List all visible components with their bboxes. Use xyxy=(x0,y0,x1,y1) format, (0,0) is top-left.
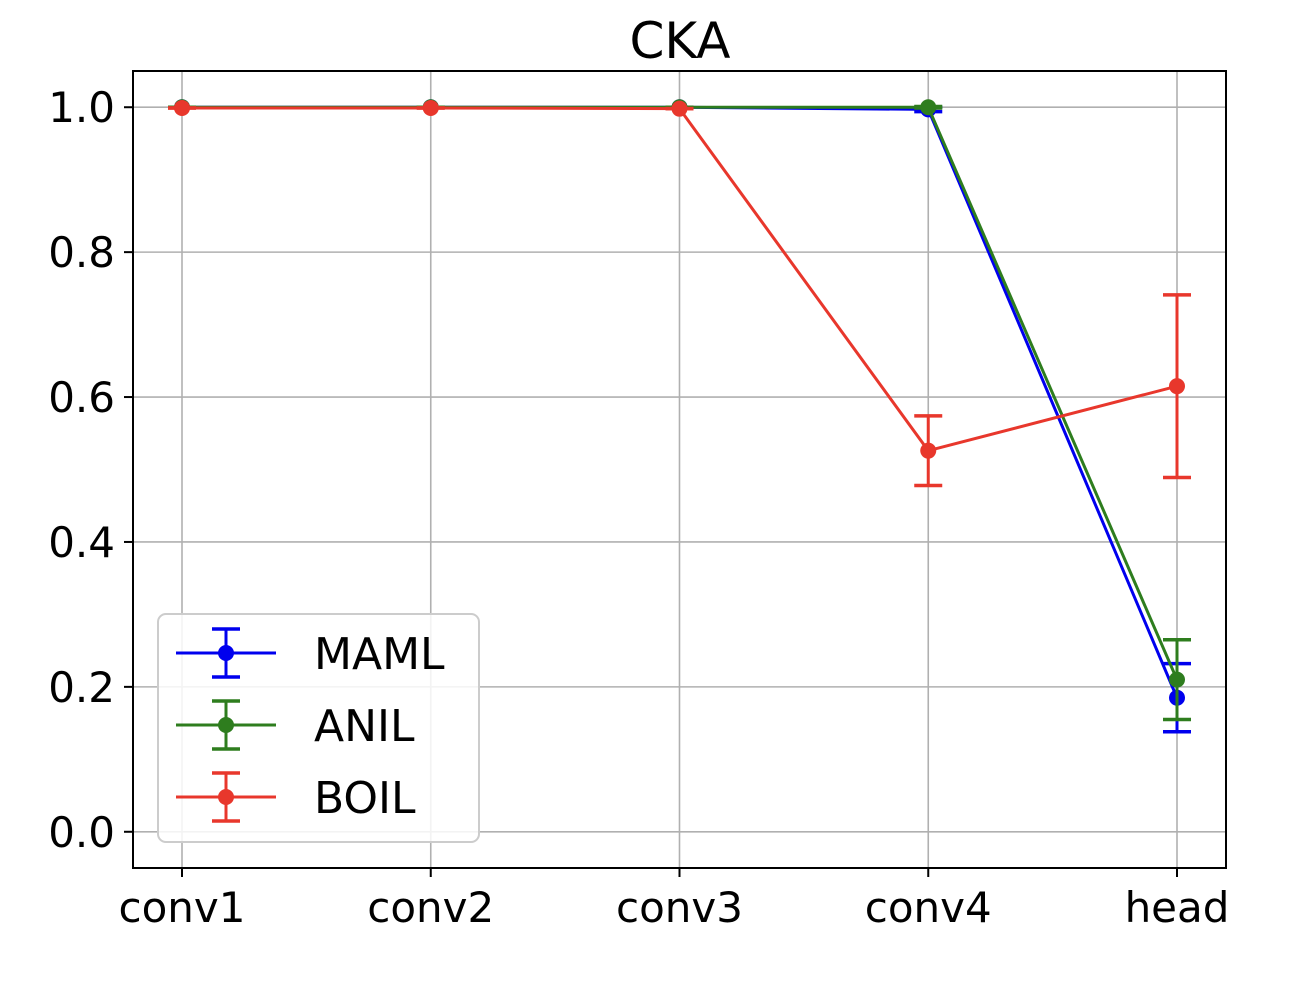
x-tick-label: conv3 xyxy=(616,883,743,932)
legend-item-anil: ANIL xyxy=(176,699,415,752)
data-point-boil xyxy=(920,442,937,459)
legend-item-maml: MAML xyxy=(176,627,445,680)
legend-label-anil: ANIL xyxy=(314,701,415,752)
y-tick-label: 0.4 xyxy=(48,518,115,567)
data-point-boil xyxy=(1169,378,1185,395)
ticks: conv1 conv2 conv3 conv4 head 0.0 0.2 0.4 0.6 0.8 1… xyxy=(48,83,1229,932)
y-tick-label: 1.0 xyxy=(48,83,115,132)
x-tick-label: conv4 xyxy=(865,883,992,932)
legend-marker xyxy=(218,717,234,733)
y-tick-label: 0.8 xyxy=(48,228,115,277)
y-tick-label: 0.6 xyxy=(48,373,115,422)
y-tick-label: 0.0 xyxy=(48,808,115,857)
legend-label-boil: BOIL xyxy=(314,773,416,824)
y-tick-label: 0.2 xyxy=(48,663,115,712)
chart-title: CKA xyxy=(629,12,730,70)
series-layer xyxy=(168,99,1191,734)
legend-box xyxy=(157,613,480,843)
x-tick-label: head xyxy=(1125,883,1230,932)
x-tick-label: conv2 xyxy=(367,883,494,932)
legend-item-boil: BOIL xyxy=(176,771,416,824)
data-point-anil xyxy=(920,99,937,116)
data-point-boil xyxy=(422,99,439,116)
legend-label-maml: MAML xyxy=(314,629,445,680)
x-tick-label: conv1 xyxy=(119,883,246,932)
legend-marker xyxy=(218,789,234,805)
legend[interactable]: MAML ANIL BOIL xyxy=(157,613,480,843)
data-point-boil xyxy=(174,99,190,116)
data-point-anil xyxy=(1169,671,1185,688)
series-boil xyxy=(168,99,1191,488)
data-point-boil xyxy=(671,100,688,117)
legend-marker xyxy=(218,645,234,661)
